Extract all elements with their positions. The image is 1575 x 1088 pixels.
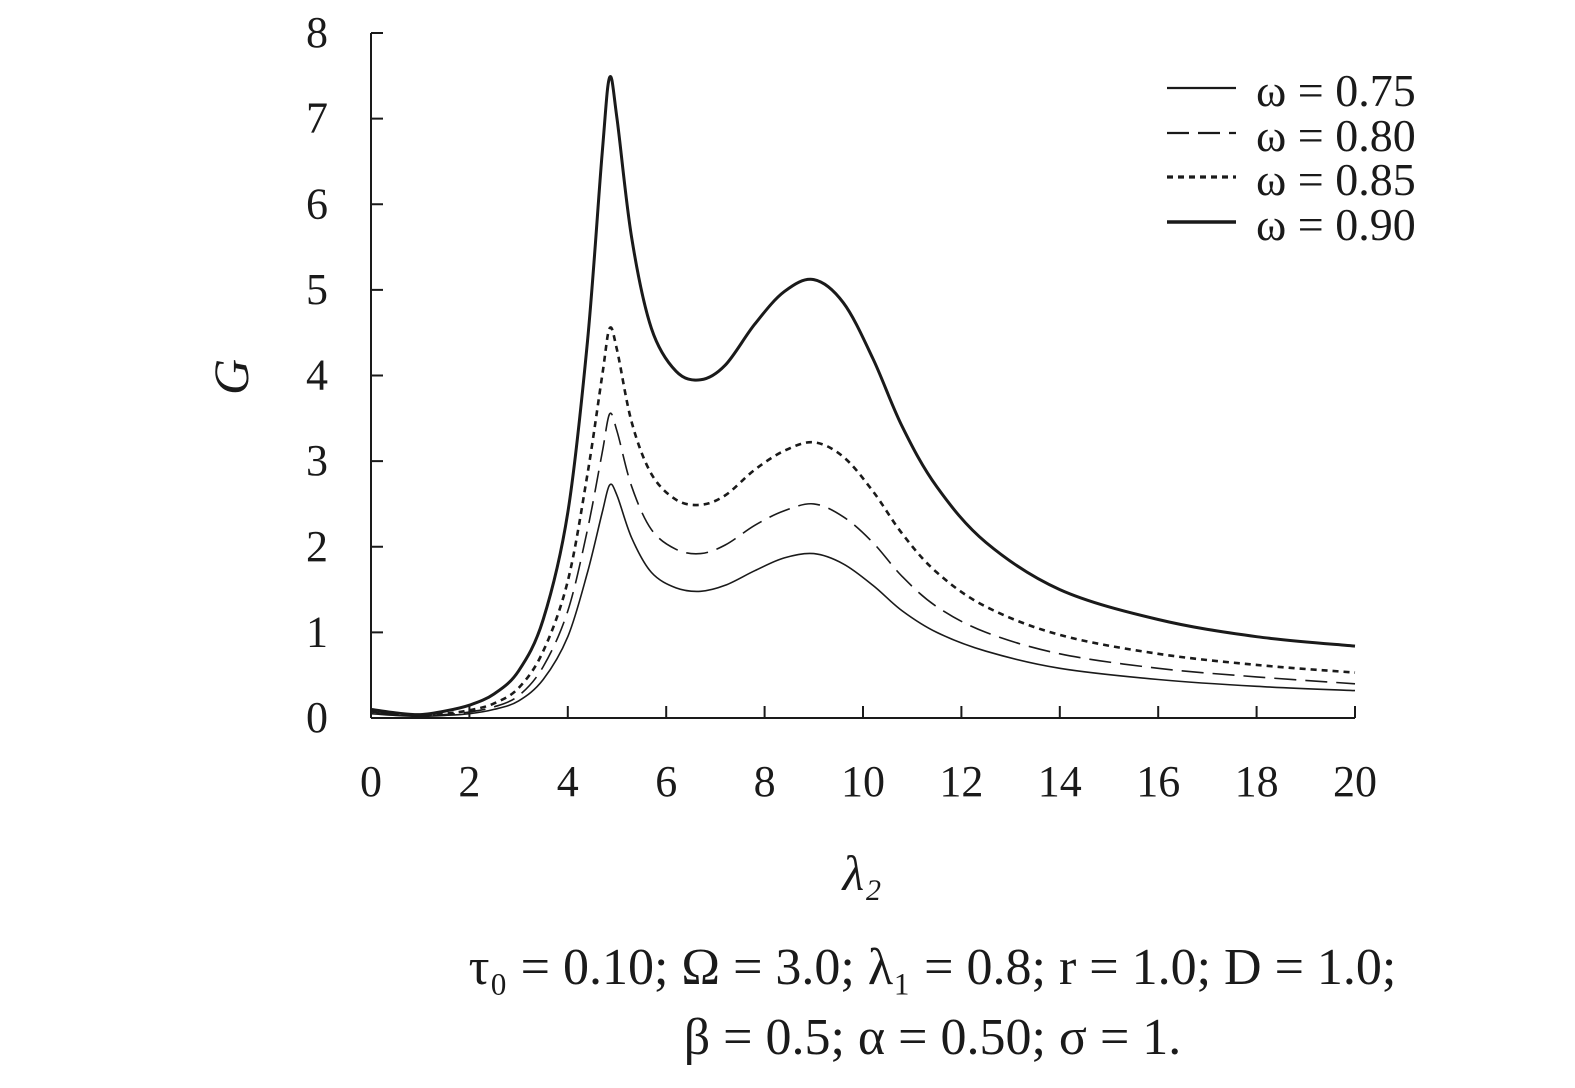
legend-label: ω = 0.90 bbox=[1256, 199, 1416, 250]
x-tick-label: 10 bbox=[841, 757, 885, 806]
y-tick-label: 4 bbox=[306, 351, 328, 400]
x-tick-label: 2 bbox=[458, 757, 480, 806]
series-line bbox=[370, 412, 1356, 717]
legend-label: ω = 0.85 bbox=[1256, 154, 1416, 205]
legend: ω = 0.75ω = 0.80ω = 0.85ω = 0.90 bbox=[1167, 65, 1416, 250]
y-tick-label: 6 bbox=[306, 179, 328, 228]
x-tick-label: 0 bbox=[360, 757, 382, 806]
series-line bbox=[370, 326, 1356, 717]
caption-line-2: β = 0.5; α = 0.50; σ = 1. bbox=[683, 1009, 1182, 1066]
legend-label: ω = 0.75 bbox=[1256, 65, 1416, 116]
x-tick-label: 16 bbox=[1136, 757, 1180, 806]
x-tick-label: 4 bbox=[557, 757, 579, 806]
caption-line-1: τ₀ = 0.10; Ω = 3.0; λ₁ = 0.8; r = 1.0; D… bbox=[468, 939, 1397, 996]
x-tick-label: 12 bbox=[939, 757, 983, 806]
series-line bbox=[370, 75, 1356, 717]
series-line bbox=[370, 483, 1356, 718]
x-tick-label: 18 bbox=[1235, 757, 1279, 806]
y-tick-label: 5 bbox=[306, 265, 328, 314]
series-layer bbox=[370, 75, 1356, 718]
y-tick-label: 1 bbox=[306, 607, 328, 656]
y-tick-label: 7 bbox=[306, 94, 328, 143]
y-tick-label: 8 bbox=[306, 8, 328, 57]
x-tick-label: 6 bbox=[655, 757, 677, 806]
x-tick-label: 8 bbox=[754, 757, 776, 806]
y-tick-label: 3 bbox=[306, 436, 328, 485]
x-tick-label: 20 bbox=[1333, 757, 1377, 806]
x-axis-label: λ₂ bbox=[840, 845, 881, 901]
y-tick-label: 2 bbox=[306, 522, 328, 571]
y-axis-label: G bbox=[203, 359, 259, 395]
x-tick-label: 14 bbox=[1038, 757, 1082, 806]
legend-label: ω = 0.80 bbox=[1256, 110, 1416, 161]
y-tick-label: 0 bbox=[306, 693, 328, 742]
